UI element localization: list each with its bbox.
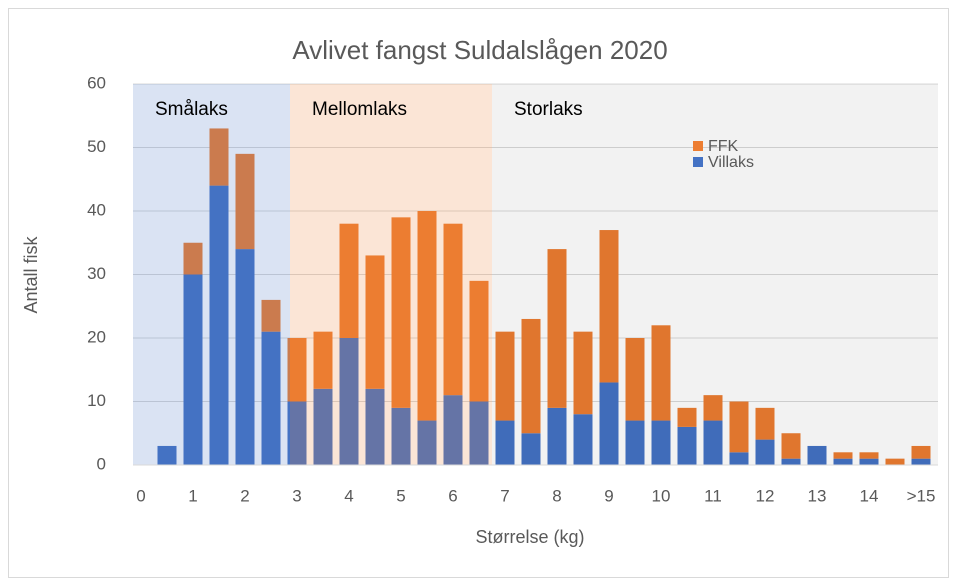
bar — [209, 128, 229, 186]
bar — [339, 338, 359, 465]
bar — [781, 458, 801, 465]
bar — [443, 395, 463, 465]
bar — [391, 407, 411, 465]
x-tick-label: 9 — [604, 486, 613, 505]
bar — [677, 407, 697, 427]
bar — [287, 338, 307, 402]
legend-label: FFK — [708, 138, 739, 155]
bar — [859, 452, 879, 459]
bar — [313, 388, 333, 465]
bar — [417, 420, 437, 465]
bar — [365, 255, 385, 389]
bar — [261, 299, 281, 332]
bar — [469, 280, 489, 402]
y-axis-label: Antall fisk — [21, 235, 41, 313]
region-band — [290, 84, 492, 465]
bar — [521, 318, 541, 434]
x-tick-label: 6 — [448, 486, 457, 505]
bar — [625, 338, 645, 421]
bar — [313, 331, 333, 389]
legend-swatch — [693, 157, 703, 167]
bar — [573, 331, 593, 415]
bar — [443, 223, 463, 396]
y-tick-label: 20 — [87, 327, 106, 346]
y-tick-label: 30 — [87, 264, 106, 283]
bar — [183, 274, 203, 465]
x-tick-label: 7 — [500, 486, 509, 505]
region-band — [492, 84, 938, 465]
legend-label: Villaks — [708, 154, 754, 171]
x-tick-label: 10 — [652, 486, 671, 505]
x-tick-label: 1 — [188, 486, 197, 505]
bar — [677, 426, 697, 465]
x-tick-label: 12 — [756, 486, 775, 505]
legend-swatch — [693, 141, 703, 151]
y-tick-label: 50 — [87, 137, 106, 156]
bar — [261, 331, 281, 465]
bar — [157, 445, 177, 465]
bar — [365, 388, 385, 465]
y-tick-label: 60 — [87, 73, 106, 92]
y-tick-label: 40 — [87, 200, 106, 219]
region-band — [133, 84, 290, 465]
bar — [547, 407, 567, 465]
bar — [651, 325, 671, 421]
x-tick-label: 0 — [136, 486, 145, 505]
bar — [599, 230, 619, 383]
x-tick-label: 14 — [860, 486, 879, 505]
bar — [547, 249, 567, 408]
bar — [469, 401, 489, 465]
x-tick-label: 4 — [344, 486, 353, 505]
x-tick-label: >15 — [907, 486, 936, 505]
bar — [703, 395, 723, 421]
bar — [833, 458, 853, 465]
bar — [625, 420, 645, 465]
region-label: Mellomlaks — [312, 99, 407, 120]
bar — [391, 217, 411, 408]
x-axis-label: Størrelse (kg) — [475, 527, 584, 547]
bar — [755, 407, 775, 440]
bar — [599, 382, 619, 465]
x-tick-label: 2 — [240, 486, 249, 505]
region-label: Smålaks — [155, 99, 228, 120]
bar — [209, 185, 229, 465]
bar — [885, 458, 905, 465]
bar — [573, 414, 593, 465]
bar — [911, 458, 931, 465]
bar — [807, 445, 827, 465]
x-tick-label: 13 — [808, 486, 827, 505]
bar — [183, 242, 203, 275]
bar — [235, 153, 255, 250]
bar — [729, 401, 749, 453]
bar — [859, 458, 879, 465]
x-tick-label: 3 — [292, 486, 301, 505]
bar — [235, 249, 255, 465]
x-tick-label: 5 — [396, 486, 405, 505]
region-label: Storlaks — [514, 99, 583, 120]
bar — [495, 420, 515, 465]
chart-title: Avlivet fangst Suldalslågen 2020 — [292, 35, 667, 65]
bar — [417, 211, 437, 421]
bar — [911, 445, 931, 459]
x-tick-label: 8 — [552, 486, 561, 505]
bar — [287, 401, 307, 465]
bar — [781, 433, 801, 459]
bar — [729, 452, 749, 465]
bar — [651, 420, 671, 465]
y-tick-label: 0 — [97, 454, 106, 473]
bar — [833, 452, 853, 459]
bar — [755, 439, 775, 465]
bar — [703, 420, 723, 465]
bar — [339, 223, 359, 338]
x-tick-label: 11 — [704, 486, 722, 505]
bar — [495, 331, 515, 421]
y-tick-label: 10 — [87, 391, 106, 410]
bar — [521, 433, 541, 465]
